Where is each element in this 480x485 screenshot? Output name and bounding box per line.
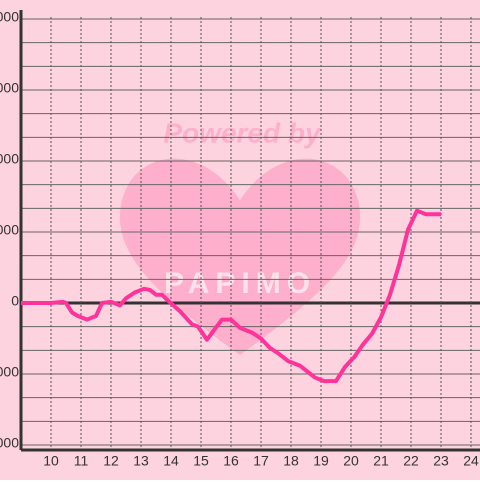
x-tick-label: 19 (313, 453, 329, 469)
x-tick-label: 16 (223, 453, 239, 469)
x-tick-label: 12 (103, 453, 119, 469)
x-tick-label: 14 (163, 453, 179, 469)
y-tick-label: 12,000 (0, 9, 19, 25)
x-tick-label: 23 (433, 453, 449, 469)
y-tick-label: -6,000 (0, 435, 19, 451)
x-tick-label: 15 (193, 453, 209, 469)
watermark: Powered by PAPIMO (119, 117, 361, 355)
x-tick-label: 11 (74, 453, 89, 469)
y-tick-label: 6,000 (0, 151, 19, 167)
data-line (21, 208, 441, 384)
x-tick-label: 22 (403, 453, 419, 469)
y-tick-label: -3,000 (0, 364, 19, 380)
x-tick-label: 21 (373, 453, 389, 469)
x-tick-label: 18 (283, 453, 299, 469)
x-tick-label: 10 (43, 453, 59, 469)
x-tick-label: 13 (133, 453, 149, 469)
y-tick-label: 9,000 (0, 80, 19, 96)
x-tick-label: 20 (343, 453, 359, 469)
y-tick-label: 3,000 (0, 222, 19, 238)
y-tick-label: 0 (11, 293, 19, 309)
watermark-heart (119, 158, 361, 355)
x-tick-label: 17 (253, 453, 269, 469)
watermark-text: Powered by (163, 117, 322, 148)
x-tick-label: 24 (463, 453, 479, 469)
watermark-text: PAPIMO (164, 267, 316, 300)
